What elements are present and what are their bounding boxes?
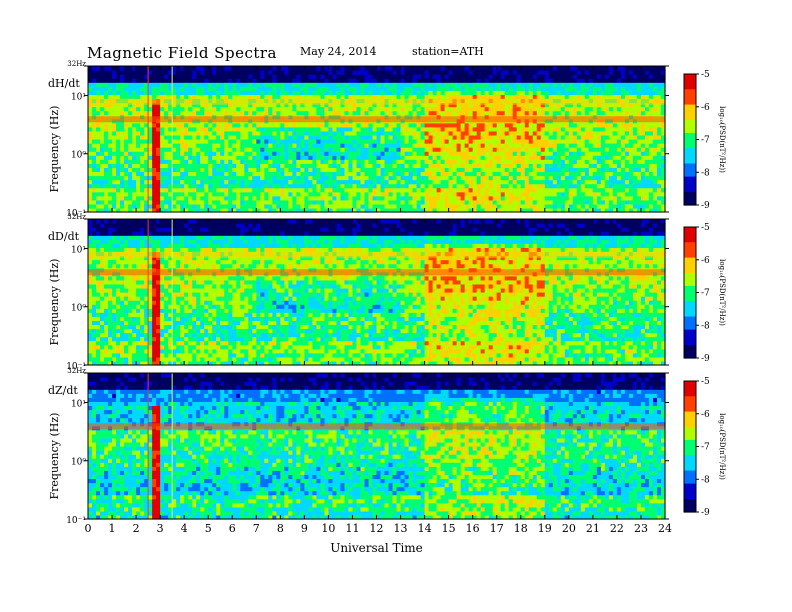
x-tick-label: 9	[301, 522, 308, 535]
x-tick-label: 21	[586, 522, 600, 535]
colorbar-tick-label: -7	[701, 289, 710, 299]
resonance-band-7.8	[88, 251, 665, 258]
colorbar-tick-label: -9	[701, 508, 710, 518]
x-tick-label: 0	[85, 522, 92, 535]
resonance-band-3.9	[88, 423, 665, 430]
colorbar-tick-label: -8	[701, 475, 710, 485]
x-tick-label: 10	[321, 522, 335, 535]
colorbar-label: log₁₀(PSD(nT²/Hz))	[718, 413, 726, 480]
x-axis-label: Universal Time	[330, 541, 423, 555]
colorbar-tick-label: -5	[701, 70, 710, 80]
x-tick-label: 2	[133, 522, 140, 535]
y-tick-label: 10⁻¹	[66, 209, 86, 219]
x-tick-label: 19	[538, 522, 552, 535]
x-tick-label: 1	[109, 522, 116, 535]
colorbar: -5 -6 -7 -8 -9 log₁₀(PSD(nT²/Hz))	[683, 377, 726, 518]
panel-label: dH/dt	[48, 77, 80, 90]
x-tick-label: 13	[394, 522, 408, 535]
x-tick-label: 22	[610, 522, 624, 535]
colorbar-tick-label: -9	[701, 201, 710, 211]
x-tick-label: 4	[181, 522, 188, 535]
station-label: station=ATH	[412, 45, 484, 58]
x-tick-label: 16	[466, 522, 480, 535]
chart-title: Magnetic Field Spectra	[87, 44, 277, 62]
x-tick-label: 18	[514, 522, 528, 535]
resonance-band-3.9	[88, 269, 665, 276]
y-tick-label: 32Hz	[67, 213, 86, 221]
y-tick-label: 10¹	[71, 245, 86, 255]
colorbar-tick-label: -5	[701, 223, 710, 233]
x-tick-label: 23	[634, 522, 648, 535]
y-tick-label: 10⁰	[71, 458, 86, 468]
y-tick-label: 10⁻¹	[66, 362, 86, 372]
x-tick-label: 20	[562, 522, 576, 535]
x-tick-label: 12	[370, 522, 384, 535]
colorbar: -5 -6 -7 -8 -9 log₁₀(PSD(nT²/Hz))	[683, 223, 726, 364]
x-tick-label: 11	[345, 522, 359, 535]
x-tick-label: 24	[658, 522, 672, 535]
colorbar-tick-label: -6	[701, 256, 710, 266]
colorbar-tick-label: -8	[701, 168, 710, 178]
y-tick-label: 10⁻¹	[66, 516, 86, 526]
x-tick-label: 14	[418, 522, 432, 535]
colorbar-tick-label: -8	[701, 321, 710, 331]
spectrogram	[88, 219, 666, 366]
resonance-band-7.8	[88, 98, 665, 105]
colorbar-tick-label: -7	[701, 443, 710, 453]
y-tick-label: 32Hz	[67, 60, 86, 68]
y-tick-label: 10¹	[71, 92, 86, 102]
colorbar-tick-label: -9	[701, 354, 710, 364]
colorbar-tick-label: -7	[701, 136, 710, 146]
panel-label: dD/dt	[48, 230, 80, 243]
x-tick-label: 15	[442, 522, 456, 535]
chart-date: May 24, 2014	[300, 45, 377, 58]
y-tick-label: 10¹	[71, 399, 86, 409]
y-axis-label: Frequency (Hz)	[48, 106, 61, 193]
resonance-band-3.9	[88, 116, 665, 123]
y-tick-label: 10⁰	[71, 304, 86, 314]
spectrogram	[88, 66, 666, 213]
y-axis-label: Frequency (Hz)	[48, 259, 61, 346]
spectrogram	[88, 373, 666, 520]
y-tick-label: 10⁰	[71, 151, 86, 161]
x-tick-label: 17	[490, 522, 504, 535]
colorbar-label: log₁₀(PSD(nT²/Hz))	[718, 259, 726, 326]
colorbar-tick-label: -6	[701, 410, 710, 420]
colorbar-tick-label: -6	[701, 103, 710, 113]
x-tick-label: 3	[157, 522, 164, 535]
x-tick-label: 5	[205, 522, 212, 535]
colorbar-tick-label: -5	[701, 377, 710, 387]
panel-label: dZ/dt	[48, 384, 78, 397]
x-tick-label: 7	[253, 522, 260, 535]
y-tick-label: 32Hz	[67, 367, 86, 375]
colorbar: -5 -6 -7 -8 -9 log₁₀(PSD(nT²/Hz))	[683, 70, 726, 211]
colorbar-label: log₁₀(PSD(nT²/Hz))	[718, 106, 726, 173]
y-axis-label: Frequency (Hz)	[48, 413, 61, 500]
x-tick-label: 6	[229, 522, 236, 535]
x-tick-label: 8	[277, 522, 284, 535]
